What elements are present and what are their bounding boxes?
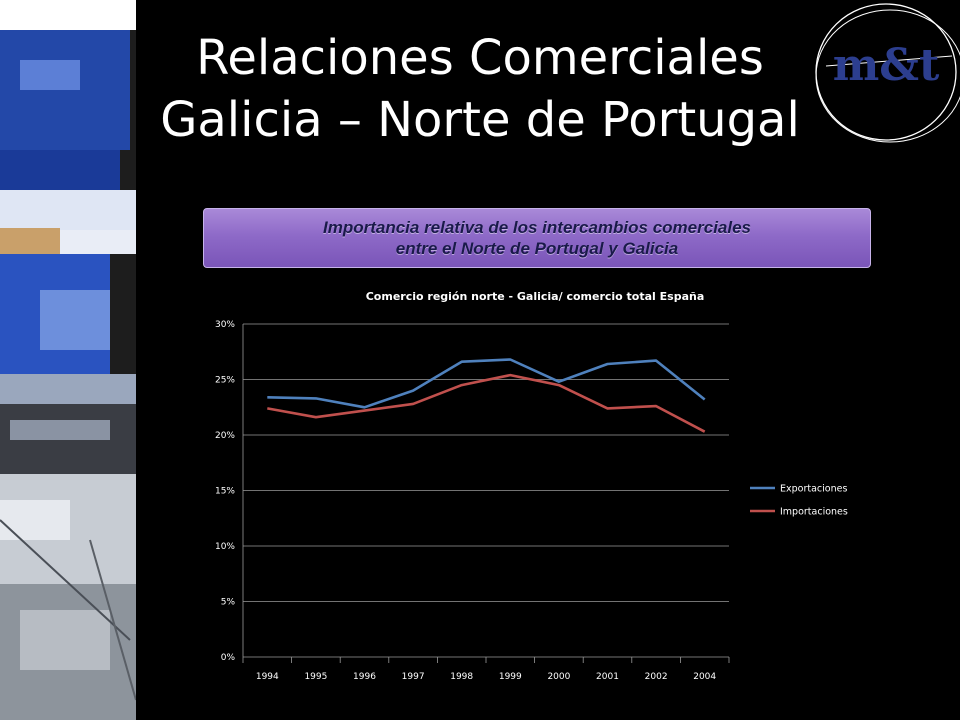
slide-title-line1: Relaciones Comerciales	[196, 30, 764, 86]
y-tick-label: 15%	[215, 487, 235, 497]
y-tick-label: 30%	[215, 320, 235, 330]
subtitle-banner: Importancia relativa de los intercambios…	[203, 208, 871, 268]
banner-line1: Importancia relativa de los intercambios…	[322, 218, 751, 237]
legend-label-importaciones: Importaciones	[780, 507, 848, 518]
y-tick-label: 10%	[215, 542, 235, 552]
y-tick-label: 20%	[215, 431, 235, 441]
legend-label-exportaciones: Exportaciones	[780, 484, 847, 495]
x-tick-label: 1997	[402, 672, 425, 682]
x-tick-label: 1996	[353, 672, 376, 682]
x-tick-label: 2004	[693, 672, 716, 682]
series-line-importaciones	[267, 373, 706, 433]
x-tick-label: 1995	[304, 672, 327, 682]
x-tick-label: 1998	[450, 672, 473, 682]
x-tick-label: 2001	[596, 672, 619, 682]
slide-title-line2: Galicia – Norte de Portugal	[160, 92, 800, 148]
chart-title: Comercio región norte - Galicia/ comerci…	[365, 290, 705, 303]
x-tick-label: 1999	[499, 672, 522, 682]
banner-line2: entre el Norte de Portugal y Galicia	[395, 239, 679, 258]
x-tick-label: 1994	[256, 672, 279, 682]
y-tick-label: 0%	[221, 653, 236, 663]
y-tick-label: 5%	[221, 598, 236, 608]
x-tick-label: 2002	[645, 672, 668, 682]
x-tick-label: 2000	[547, 672, 570, 682]
y-tick-label: 25%	[215, 376, 235, 386]
mt-logo: m&t	[815, 3, 960, 143]
decorative-side-image	[0, 0, 136, 720]
series-line-exportaciones	[267, 358, 706, 409]
svg-text:m&t: m&t	[833, 40, 940, 91]
